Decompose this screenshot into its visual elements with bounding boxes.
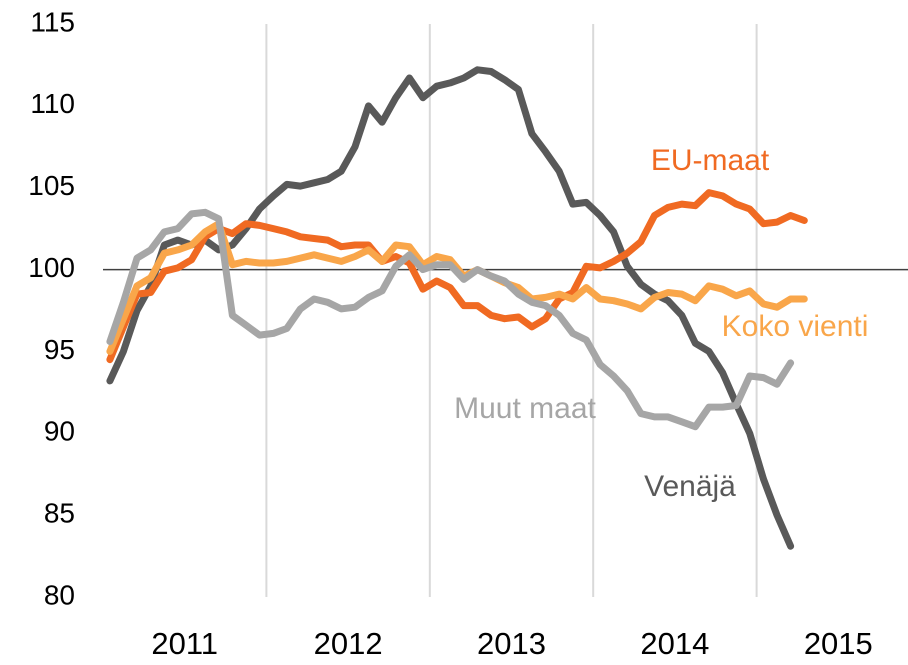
x-tick-label: 2012 — [314, 626, 383, 661]
line-series — [106, 189, 808, 364]
x-tick-label: 2013 — [477, 626, 546, 661]
x-tick-label: 2011 — [151, 626, 218, 661]
y-tick-label: 90 — [44, 416, 75, 447]
series-label: Koko vienti — [722, 310, 869, 343]
x-tick-label: 2014 — [640, 626, 709, 661]
series-label: EU-maat — [651, 144, 770, 177]
y-tick-label: 105 — [28, 170, 75, 201]
y-tick-label: 100 — [28, 252, 75, 283]
x-tick-label: 2015 — [804, 626, 873, 661]
series-label: Muut maat — [454, 392, 596, 425]
y-tick-label: 95 — [44, 334, 75, 365]
y-tick-label: 85 — [44, 498, 75, 529]
y-tick-label: 80 — [44, 579, 75, 610]
y-tick-label: 115 — [30, 6, 75, 37]
y-tick-label: 110 — [30, 88, 75, 119]
line-series — [106, 208, 795, 431]
series-label: Venäjä — [644, 470, 736, 503]
